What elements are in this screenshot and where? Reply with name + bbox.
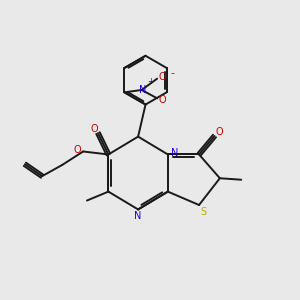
Text: N: N	[134, 211, 142, 221]
Text: S: S	[200, 206, 207, 217]
Text: O: O	[159, 95, 166, 105]
Text: O: O	[74, 145, 82, 155]
Text: O: O	[91, 124, 98, 134]
Text: O: O	[215, 128, 223, 137]
Text: +: +	[147, 77, 154, 86]
Text: -: -	[170, 68, 174, 78]
Text: N: N	[139, 85, 146, 95]
Text: O: O	[159, 72, 166, 82]
Text: N: N	[171, 148, 178, 158]
